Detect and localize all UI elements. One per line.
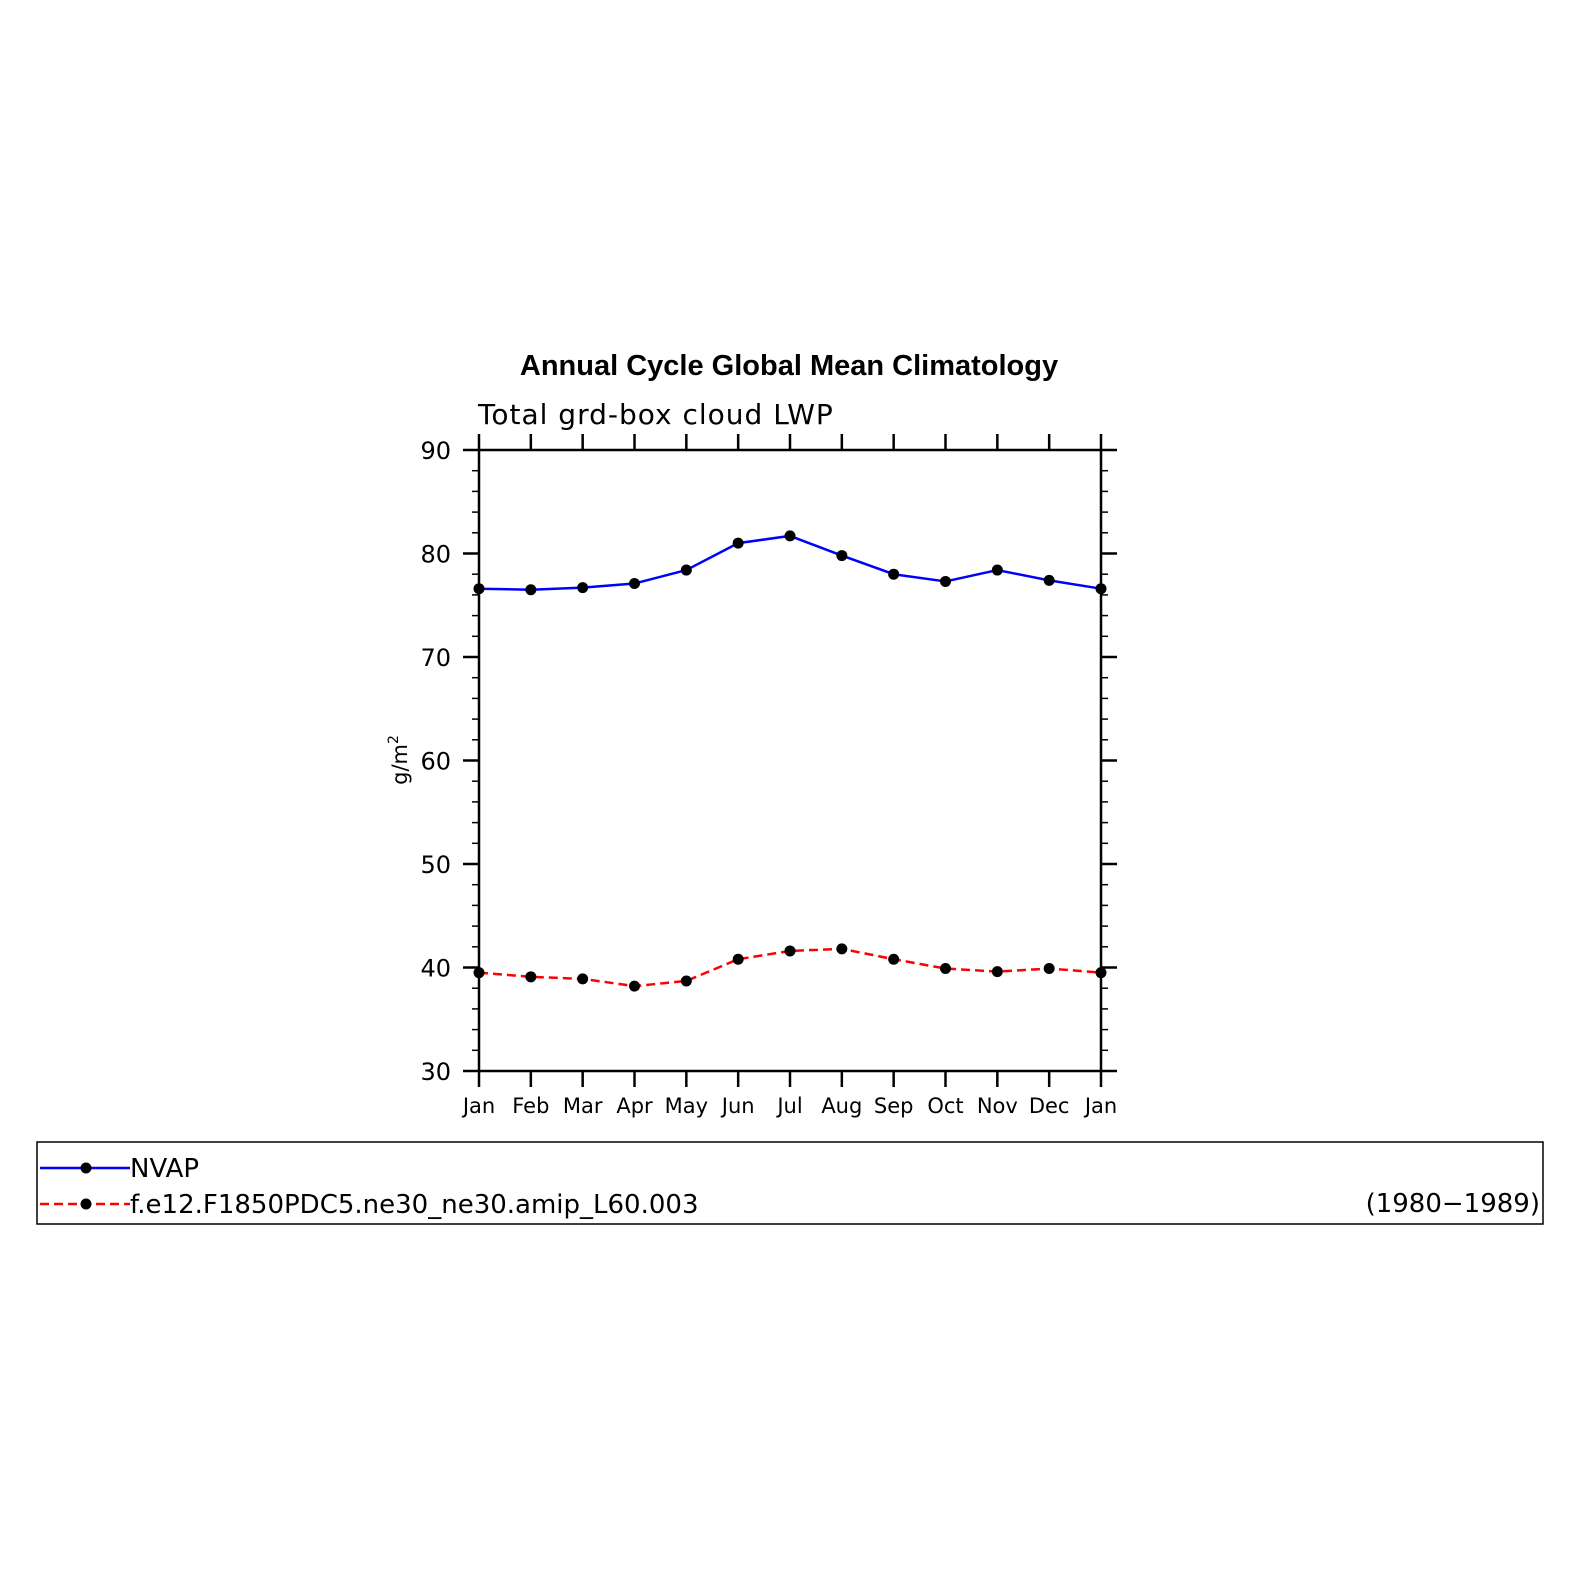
series-2-point bbox=[525, 971, 537, 983]
legend-label-1: NVAP bbox=[130, 1154, 199, 1184]
series-1-point bbox=[732, 537, 744, 549]
series-1-point bbox=[784, 530, 796, 542]
plot-frame bbox=[477, 448, 1103, 1073]
series-2-point bbox=[577, 973, 589, 985]
y-tick-label: 30 bbox=[420, 1058, 451, 1086]
series-1-point bbox=[836, 550, 848, 562]
series-1-point bbox=[991, 564, 1003, 576]
series-1-point bbox=[888, 568, 900, 580]
y-axis-label-sup: 2 bbox=[386, 735, 402, 744]
legend: (1980−1989) NVAP f.e12.F1850PDC5.ne30_ne3… bbox=[36, 1141, 1544, 1225]
x-tick-label: May bbox=[665, 1094, 708, 1118]
x-tick-label: Nov bbox=[977, 1094, 1018, 1118]
series-1-point bbox=[1095, 583, 1107, 595]
series-1-point bbox=[473, 583, 485, 595]
series-1-point bbox=[629, 578, 640, 590]
y-tick-label: 70 bbox=[420, 644, 451, 672]
x-tick-label: Jan bbox=[1083, 1094, 1117, 1118]
legend-marker-2 bbox=[80, 1198, 92, 1210]
series-2-point bbox=[888, 953, 900, 965]
series-1-point bbox=[577, 582, 589, 594]
series-1-point bbox=[1043, 574, 1055, 586]
y-tick-label: 60 bbox=[420, 748, 451, 776]
x-tick-label: Apr bbox=[616, 1094, 653, 1118]
x-tick-label: Jan bbox=[461, 1094, 495, 1118]
x-tick-label: Oct bbox=[927, 1094, 963, 1118]
y-tick-label: 80 bbox=[420, 541, 451, 569]
y-axis-label: g/m2 bbox=[386, 735, 412, 785]
chart-subtitle: Total grd-box cloud LWP bbox=[477, 398, 834, 431]
series-1-point bbox=[525, 584, 537, 596]
x-tick-label: Dec bbox=[1029, 1094, 1070, 1118]
axes: Jan Feb Mar Apr May Jun Jul Aug Sep Oct Nov Dec Jan 3… bbox=[420, 434, 1117, 1118]
series-2-point bbox=[629, 980, 640, 992]
series-2-point bbox=[473, 967, 485, 979]
series-2-point bbox=[1095, 967, 1107, 979]
series-1-point bbox=[940, 575, 951, 587]
x-tick-label: Feb bbox=[512, 1094, 549, 1118]
series-1-point bbox=[680, 564, 692, 576]
x-tick-label: Jul bbox=[775, 1094, 802, 1118]
legend-marker-1 bbox=[80, 1162, 92, 1174]
series-2-point bbox=[1043, 963, 1055, 975]
series-2-point bbox=[991, 966, 1003, 978]
series-2-point bbox=[784, 945, 796, 957]
series-2-point bbox=[836, 943, 848, 955]
y-axis-label-base: g/m bbox=[388, 744, 412, 785]
x-tick-label: Sep bbox=[874, 1094, 914, 1118]
x-tick-label: Mar bbox=[563, 1094, 603, 1118]
chart-title: Annual Cycle Global Mean Climatology bbox=[520, 350, 1058, 382]
series-line-1 bbox=[478, 534, 1102, 591]
series-2-point bbox=[732, 953, 744, 965]
legend-box bbox=[36, 1141, 1544, 1225]
x-tick-label: Aug bbox=[821, 1094, 862, 1118]
y-tick-label: 40 bbox=[420, 955, 451, 983]
x-tick-label: Jun bbox=[720, 1094, 755, 1118]
y-tick-label: 50 bbox=[420, 851, 451, 879]
legend-label-2: f.e12.F1850PDC5.ne30_ne30.amip_L60.003 bbox=[130, 1190, 698, 1220]
legend-note: (1980−1989) bbox=[1366, 1189, 1540, 1219]
series-layer bbox=[473, 530, 1107, 992]
series-2-point bbox=[680, 975, 692, 987]
series-2-point bbox=[940, 963, 951, 975]
y-tick-label: 90 bbox=[420, 437, 451, 465]
